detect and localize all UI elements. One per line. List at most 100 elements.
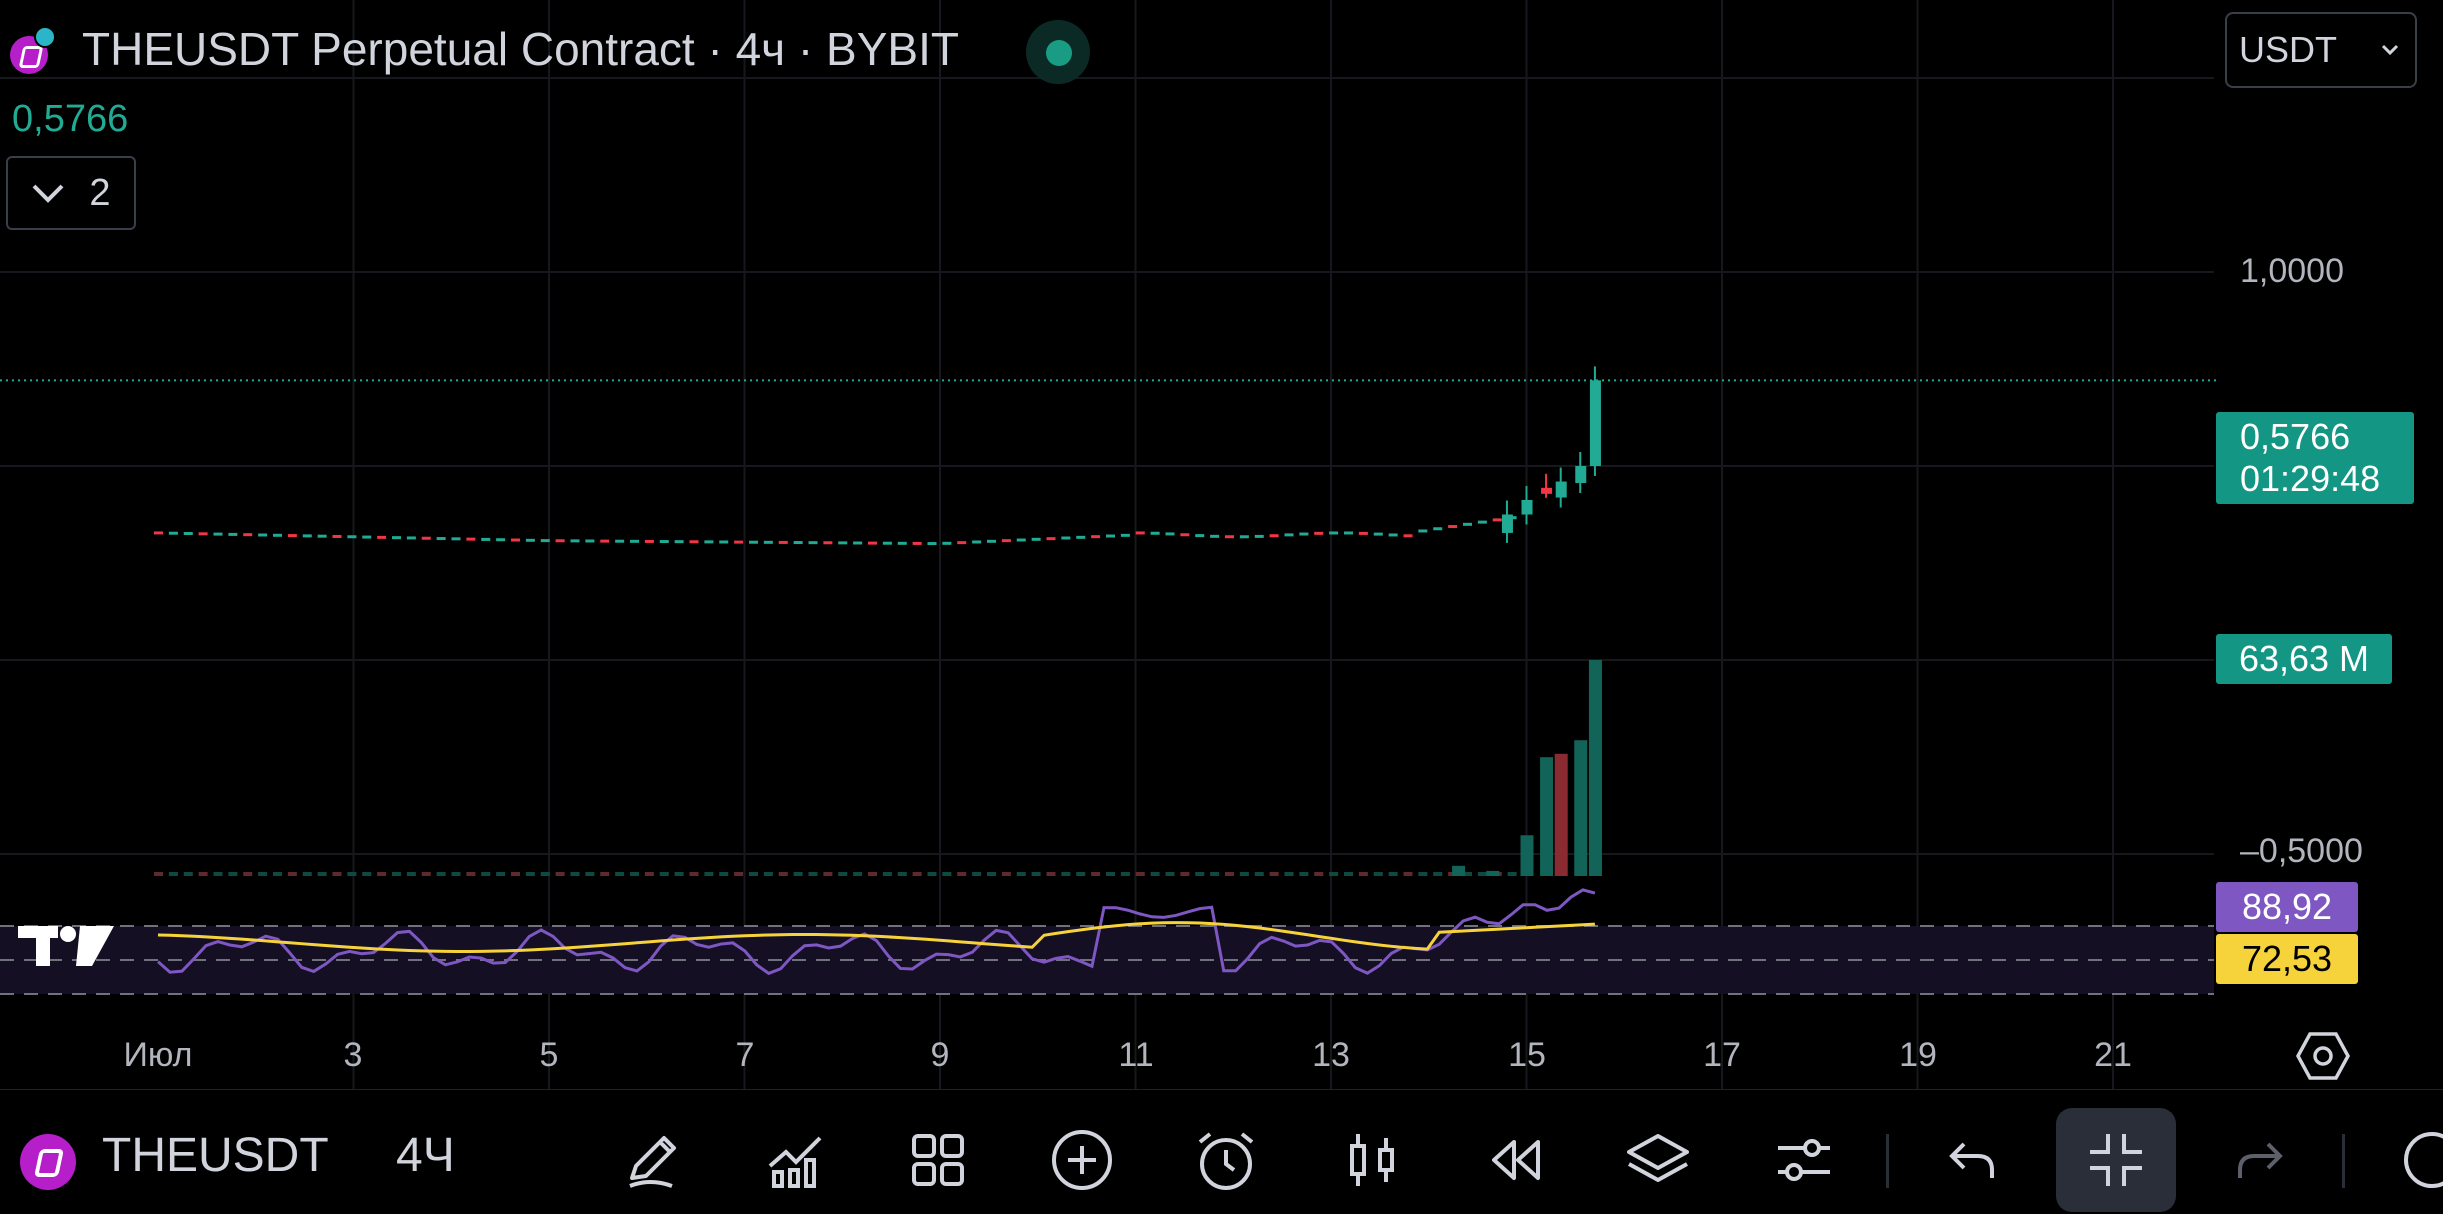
indicators-button[interactable] — [736, 1108, 856, 1212]
interval-button[interactable]: 4Ч — [396, 1129, 455, 1182]
candle — [1388, 533, 1398, 537]
candle — [228, 532, 238, 536]
chart-title[interactable]: THEUSDT Perpetual Contract · 4ч · BYBIT — [82, 23, 959, 75]
time-axis-label: 11 — [1118, 1036, 1154, 1074]
volume-bar — [1540, 757, 1554, 876]
volume-bar — [1403, 872, 1413, 876]
candle — [1477, 520, 1487, 524]
candle — [1373, 532, 1383, 536]
candle — [1046, 537, 1056, 541]
more-tools-icon[interactable] — [2392, 1128, 2443, 1192]
candle — [897, 541, 907, 545]
volume-bar — [1254, 872, 1264, 876]
volume-bar — [897, 872, 907, 876]
volume-bar — [808, 872, 818, 876]
time-axis-label: 3 — [343, 1036, 363, 1074]
candle — [719, 540, 729, 544]
candle — [525, 538, 535, 542]
candle — [1463, 522, 1472, 526]
candle — [362, 535, 372, 539]
candle — [838, 541, 848, 545]
layers-button[interactable] — [1598, 1108, 1718, 1212]
volume-tag: 63,63 M — [2216, 634, 2392, 684]
indicators-icon — [768, 1136, 822, 1188]
candle — [585, 539, 595, 543]
volume-bar — [868, 872, 877, 876]
candle — [853, 541, 863, 545]
redo-button[interactable] — [2200, 1108, 2320, 1212]
currency-select[interactable]: USDT — [2225, 12, 2417, 88]
candle — [659, 540, 669, 544]
rsi-ma-line — [157, 921, 1596, 953]
volume-bar — [793, 872, 803, 876]
layers-icon — [1627, 1134, 1689, 1182]
volume-bar — [1486, 870, 1500, 876]
last-price-legend: 0,5766 — [12, 98, 129, 140]
exchange-badge-icon — [34, 26, 56, 48]
bar-countdown: 01:29:48 — [2240, 458, 2381, 499]
volume-bar — [689, 872, 699, 876]
fullscreen-exit-button[interactable] — [2056, 1108, 2176, 1212]
volume-bar — [942, 872, 952, 876]
volume-bar — [481, 872, 491, 876]
candle — [243, 533, 253, 537]
symbol-search-button[interactable]: THEUSDT — [102, 1129, 329, 1182]
chart-type-icon — [1350, 1134, 1394, 1186]
volume-bar — [377, 872, 387, 876]
symbol-logo-icon — [20, 1134, 76, 1190]
volume-bar — [451, 872, 461, 876]
volume-bar — [1388, 872, 1398, 876]
candle — [1299, 532, 1309, 536]
replay-button[interactable] — [1454, 1108, 1574, 1212]
chart-settings-icon[interactable] — [2296, 1030, 2350, 1082]
toolbar-separator — [1886, 1134, 1889, 1188]
candle — [273, 533, 282, 537]
volume-bar — [630, 872, 639, 876]
volume-bar — [1210, 872, 1220, 876]
redo-icon — [2238, 1142, 2283, 1178]
volume-bar — [258, 872, 268, 876]
undo-button[interactable] — [1912, 1108, 2032, 1212]
candle — [332, 534, 342, 538]
volume-bar — [957, 872, 967, 876]
price-axis-label: 1,0000 — [2240, 252, 2344, 290]
volume-bar — [1463, 872, 1472, 876]
volume-bar — [749, 872, 758, 876]
volume-bar — [1120, 872, 1130, 876]
chart-type-button[interactable] — [1312, 1108, 1432, 1212]
candle — [1418, 529, 1428, 533]
volume-bar — [406, 872, 416, 876]
time-axis-label: 7 — [735, 1036, 755, 1074]
candle — [1284, 533, 1294, 537]
draw-button[interactable] — [592, 1108, 712, 1212]
candle — [972, 540, 982, 544]
candle — [1555, 481, 1567, 498]
candle — [466, 537, 476, 541]
volume-layer — [154, 660, 1602, 876]
indicators-collapse-button[interactable]: 2 — [6, 156, 136, 230]
candle — [1016, 538, 1026, 542]
add-button[interactable] — [1022, 1108, 1142, 1212]
candle — [347, 535, 357, 539]
candle — [1254, 534, 1264, 538]
volume-bar — [853, 872, 863, 876]
candle — [823, 541, 833, 545]
chart-settings-button[interactable] — [1744, 1108, 1864, 1212]
candle — [451, 537, 461, 541]
volume-bar — [421, 872, 431, 876]
candle — [600, 539, 610, 543]
candle — [1120, 533, 1130, 537]
volume-bar — [1001, 872, 1011, 876]
candle — [1210, 534, 1220, 538]
volume-bar — [1225, 872, 1234, 876]
volume-bar — [1046, 872, 1056, 876]
candle — [1329, 531, 1339, 535]
volume-bar — [496, 872, 506, 876]
layouts-button[interactable] — [878, 1108, 998, 1212]
volume-bar — [927, 872, 937, 876]
alert-button[interactable] — [1166, 1108, 1286, 1212]
candle — [302, 534, 312, 538]
candle — [1061, 536, 1071, 540]
rsi-pane — [0, 888, 2214, 995]
